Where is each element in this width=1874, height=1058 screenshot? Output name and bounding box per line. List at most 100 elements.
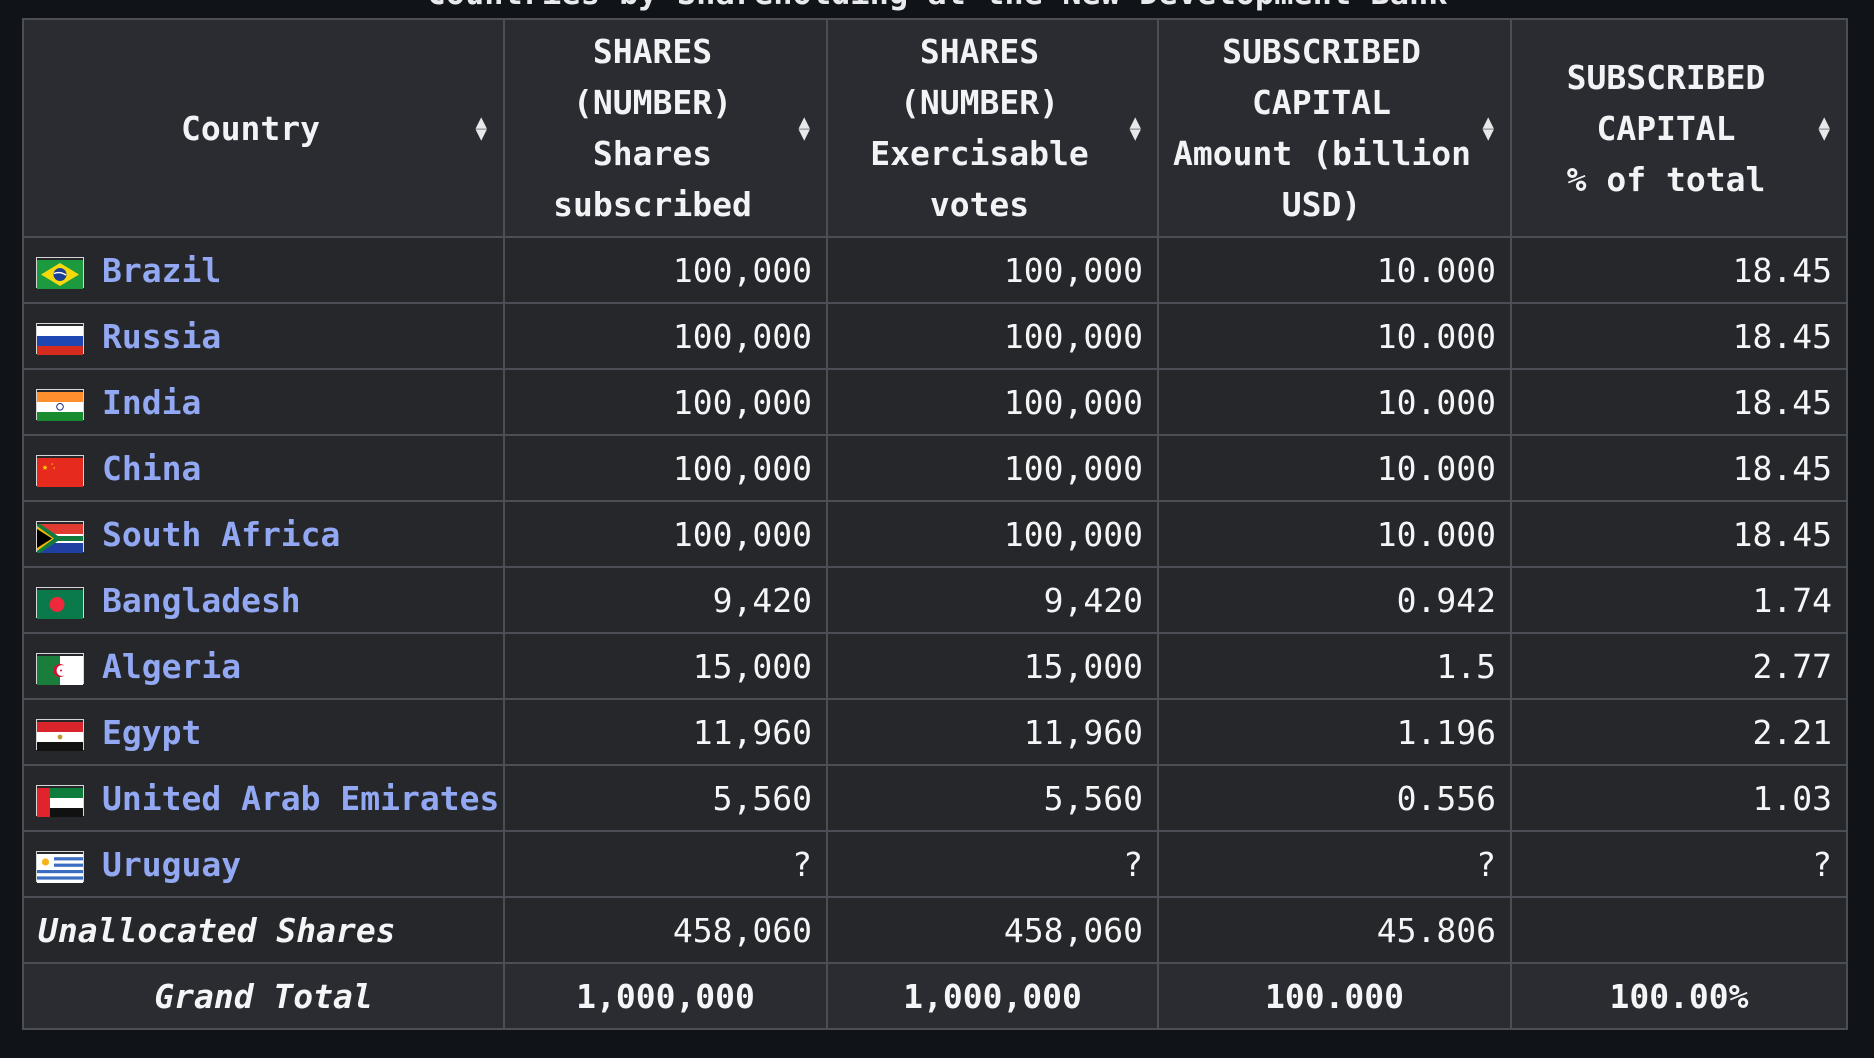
header-text: Exercisable bbox=[870, 134, 1089, 173]
flag-algeria-icon bbox=[36, 652, 84, 685]
capital-percent-cell: 18.45 bbox=[1510, 302, 1848, 370]
table-row: Bangladesh 9,420 9,420 0.942 1.74 bbox=[22, 566, 1848, 634]
capital-amount-cell: 1.196 bbox=[1157, 698, 1512, 766]
exercisable-votes-cell: 11,960 bbox=[826, 698, 1159, 766]
header-text: subscribed bbox=[553, 185, 752, 224]
capital-percent-cell: 18.45 bbox=[1510, 236, 1848, 304]
shares-subscribed-cell: 9,420 bbox=[503, 566, 828, 634]
capital-percent-cell: 18.45 bbox=[1510, 434, 1848, 502]
country-cell: United Arab Emirates bbox=[22, 764, 505, 832]
header-text: SUBSCRIBED bbox=[1222, 32, 1421, 71]
country-cell: Brazil bbox=[22, 236, 505, 304]
exercisable-votes-cell: 100,000 bbox=[826, 500, 1159, 568]
flag-uae-icon bbox=[36, 784, 84, 817]
column-header-0[interactable]: Country ▲ ▼ bbox=[22, 18, 505, 238]
country-link[interactable]: Bangladesh bbox=[102, 580, 301, 620]
table-row: Uruguay???? bbox=[22, 830, 1848, 898]
flag-russia-icon bbox=[36, 322, 84, 355]
table-row: Brazil 100,000 100,000 10.000 18.45 bbox=[22, 236, 1848, 304]
shares-subscribed-cell: 100,000 bbox=[503, 434, 828, 502]
unallocated-row: Unallocated Shares 458,060 458,060 45.806 bbox=[22, 896, 1848, 964]
country-link[interactable]: Brazil bbox=[102, 250, 222, 290]
capital-amount-cell: 45.806 bbox=[1157, 896, 1512, 964]
capital-percent-cell: 18.45 bbox=[1510, 368, 1848, 436]
country-cell: Egypt bbox=[22, 698, 505, 766]
shares-subscribed-cell: ? bbox=[503, 830, 828, 898]
flag-india-icon bbox=[36, 388, 84, 421]
column-header-2[interactable]: SHARES (NUMBER) Exercisable votes ▲ ▼ bbox=[826, 18, 1159, 238]
capital-amount-cell: 10.000 bbox=[1157, 302, 1512, 370]
flag-brazil-icon bbox=[36, 256, 84, 289]
flag-south-africa-icon bbox=[36, 520, 84, 555]
country-cell: India bbox=[22, 368, 505, 436]
capital-percent-cell bbox=[1510, 896, 1848, 964]
svg-text:★: ★ bbox=[42, 462, 48, 473]
column-header-4[interactable]: SUBSCRIBED CAPITAL % of total ▲ ▼ bbox=[1510, 18, 1848, 238]
country-link[interactable]: Russia bbox=[102, 316, 222, 356]
header-text: USD) bbox=[1281, 185, 1362, 224]
flag-bangladesh-icon bbox=[36, 586, 84, 619]
grand-total-row: Grand Total 1,000,000 1,000,000 100.000 100.… bbox=[22, 962, 1848, 1030]
exercisable-votes-cell: ? bbox=[826, 830, 1159, 898]
header-text: SHARES bbox=[592, 32, 713, 71]
shares-subscribed-cell: 458,060 bbox=[503, 896, 828, 964]
exercisable-votes-cell: 458,060 bbox=[826, 896, 1159, 964]
capital-amount-cell: ? bbox=[1157, 830, 1512, 898]
country-cell: South Africa bbox=[22, 500, 505, 568]
capital-amount-cell: 10.000 bbox=[1157, 368, 1512, 436]
svg-text:★: ★ bbox=[53, 465, 56, 470]
capital-amount-cell: 1.5 bbox=[1157, 632, 1512, 700]
column-header-1[interactable]: SHARES (NUMBER) Shares subscribed ▲ ▼ bbox=[503, 18, 828, 238]
flag-uruguay-icon bbox=[36, 850, 84, 883]
table-row: ★ ★ ★ China 100,000 100,000 10.000 18.45 bbox=[22, 434, 1848, 502]
column-header-3[interactable]: SUBSCRIBED CAPITAL Amount (billion USD) ▲ ▼ bbox=[1157, 18, 1512, 238]
capital-amount-cell: 10.000 bbox=[1157, 434, 1512, 502]
exercisable-votes-cell: 9,420 bbox=[826, 566, 1159, 634]
capital-percent-cell: 2.21 bbox=[1510, 698, 1848, 766]
country-link[interactable]: China bbox=[102, 448, 202, 488]
header-text: SHARES bbox=[919, 32, 1040, 71]
shares-subscribed-cell: 100,000 bbox=[503, 500, 828, 568]
shares-subscribed-cell: 100,000 bbox=[503, 236, 828, 304]
exercisable-votes-cell: 15,000 bbox=[826, 632, 1159, 700]
exercisable-votes-cell: 100,000 bbox=[826, 236, 1159, 304]
header-text: CAPITAL bbox=[1596, 108, 1736, 148]
country-link[interactable]: United Arab Emirates bbox=[102, 778, 500, 818]
sort-updown-icon[interactable]: ▲ ▼ bbox=[1818, 111, 1830, 145]
sort-updown-icon[interactable]: ▲ ▼ bbox=[798, 111, 810, 145]
table-row: South Africa 100,000 100,000 10.000 18.45 bbox=[22, 500, 1848, 568]
country-link[interactable]: Uruguay bbox=[102, 844, 242, 884]
svg-text:★: ★ bbox=[51, 461, 54, 466]
capital-amount-cell: 0.556 bbox=[1157, 764, 1512, 832]
shares-subscribed-cell: 5,560 bbox=[503, 764, 828, 832]
header-text: (NUMBER) bbox=[900, 83, 1059, 122]
flag-china-icon: ★ ★ ★ bbox=[36, 454, 84, 487]
flag-egypt-icon bbox=[36, 718, 84, 751]
shares-subscribed-cell: 15,000 bbox=[503, 632, 828, 700]
table-row: India 100,000 100,000 10.000 18.45 bbox=[22, 368, 1848, 436]
sort-updown-icon[interactable]: ▲ ▼ bbox=[1482, 111, 1494, 145]
shares-subscribed-cell: 100,000 bbox=[503, 368, 828, 436]
sort-updown-icon[interactable]: ▲ ▼ bbox=[1129, 111, 1141, 145]
table-row: Russia 100,000 100,000 10.000 18.45 bbox=[22, 302, 1848, 370]
country-link[interactable]: Egypt bbox=[102, 712, 202, 752]
header-text: Country bbox=[180, 108, 321, 148]
country-link[interactable]: Algeria bbox=[102, 646, 242, 686]
table-row: United Arab Emirates 5,560 5,560 0.556 1.03 bbox=[22, 764, 1848, 832]
sort-updown-icon[interactable]: ▲ ▼ bbox=[475, 111, 487, 145]
table-row: Egypt 11,960 11,960 1.196 2.21 bbox=[22, 698, 1848, 766]
capital-percent-cell: 2.77 bbox=[1510, 632, 1848, 700]
country-cell: ★ ★ ★ China bbox=[22, 434, 505, 502]
total-shares-cell: 1,000,000 bbox=[503, 962, 828, 1030]
header-text: (NUMBER) bbox=[573, 83, 732, 122]
header-text: Amount (billion bbox=[1173, 134, 1472, 173]
country-link[interactable]: South Africa bbox=[102, 514, 341, 554]
capital-percent-cell: 1.03 bbox=[1510, 764, 1848, 832]
exercisable-votes-cell: 100,000 bbox=[826, 302, 1159, 370]
capital-percent-cell: ? bbox=[1510, 830, 1848, 898]
capital-amount-cell: 10.000 bbox=[1157, 236, 1512, 304]
shares-subscribed-cell: 100,000 bbox=[503, 302, 828, 370]
capital-percent-cell: 1.74 bbox=[1510, 566, 1848, 634]
table-caption: Countries by Shareholding at the New Dev… bbox=[0, 0, 1874, 10]
country-link[interactable]: India bbox=[102, 382, 202, 422]
